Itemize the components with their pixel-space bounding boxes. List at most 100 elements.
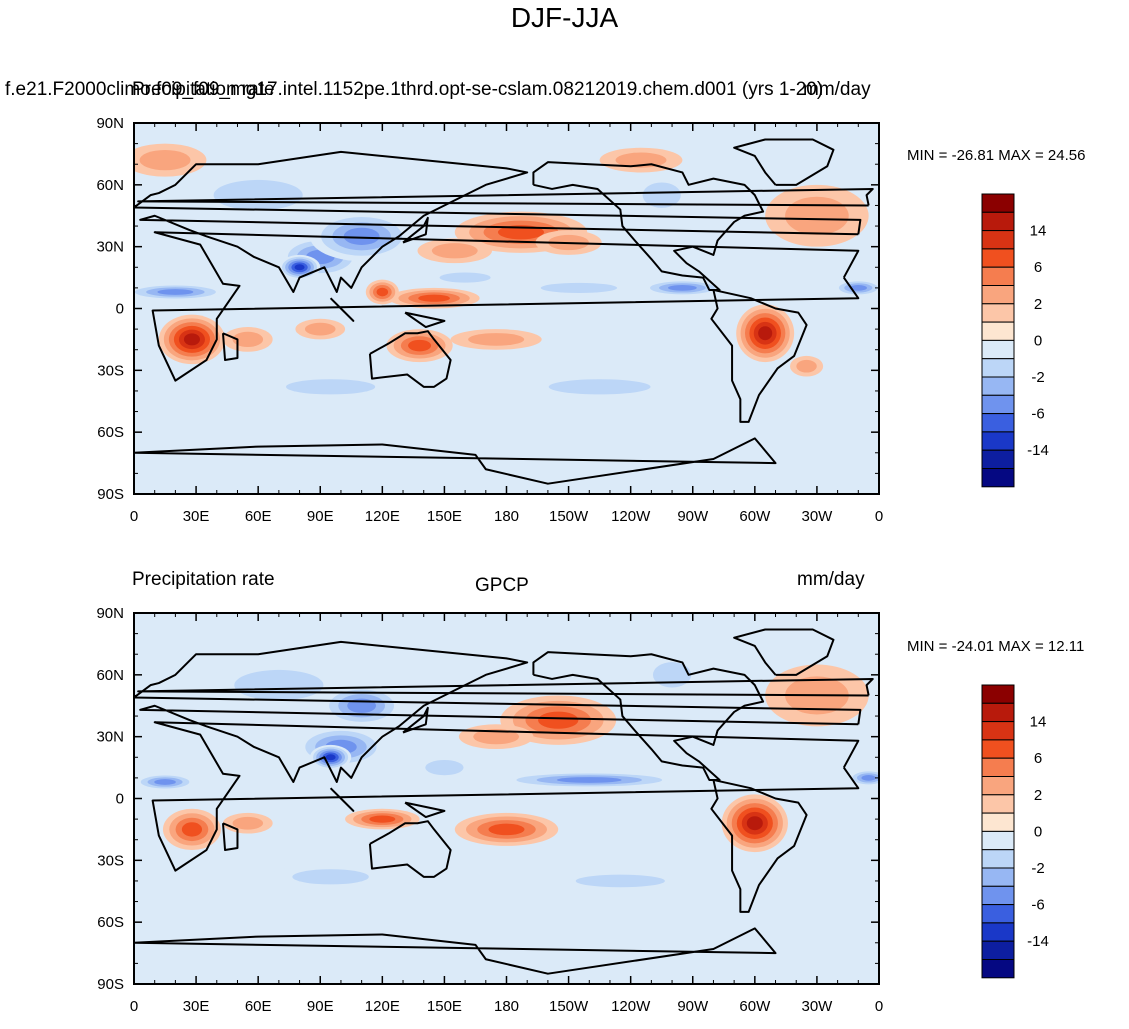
y-tick-label: 60S (97, 424, 124, 441)
colorbar-box (981, 193, 1015, 213)
panel-left-label: Precipitation rate (132, 569, 275, 590)
field-region (861, 775, 876, 781)
field-region (548, 379, 651, 395)
min-max-label: MIN = -26.81 MAX = 24.56 (907, 147, 1086, 164)
field-region (796, 359, 817, 373)
colorbar-box (981, 830, 1015, 851)
colorbar: 14 6 2 0 -2 -6 -14 (981, 193, 1049, 488)
x-tick-label: 60E (245, 998, 272, 1015)
colorbar-box (981, 248, 1015, 268)
colorbar-box (981, 794, 1015, 814)
x-tick-label: 150W (549, 508, 589, 525)
colorbar-label: -6 (1031, 897, 1044, 914)
colorbar-box (981, 468, 1015, 488)
panel-right-label: mm/day (803, 79, 871, 100)
field-region (292, 869, 369, 885)
colorbar-box (981, 959, 1015, 979)
coastline (134, 927, 777, 975)
colorbar-label: 0 (1034, 332, 1042, 349)
y-tick-label: 30S (97, 852, 124, 869)
colorbar-box (981, 449, 1015, 470)
colorbar-label: 6 (1034, 259, 1042, 276)
panel-left-label: f.e21.F2000climo.f09_f09_mg17.intel.1152… (5, 79, 824, 100)
field-region (418, 294, 450, 302)
colorbar-label: 14 (1030, 714, 1047, 731)
x-tick-label: 0 (130, 998, 138, 1015)
coastline (134, 640, 862, 784)
field-region (408, 339, 432, 352)
colorbar-box (981, 211, 1015, 232)
colorbar: 14 6 2 0 -2 -6 -14 (981, 684, 1049, 979)
x-tick-label: 120W (611, 508, 651, 525)
colorbar-box (981, 904, 1015, 924)
field-region (213, 179, 303, 211)
colorbar-label: -2 (1031, 369, 1044, 386)
field-region (343, 227, 380, 245)
x-tick-label: 150W (549, 998, 589, 1015)
colorbar-box (981, 922, 1015, 942)
field-region (575, 874, 665, 888)
y-tick-label: 60N (96, 177, 124, 194)
x-tick-label: 60W (739, 998, 771, 1015)
y-tick-label: 30S (97, 362, 124, 379)
colorbar-box (981, 358, 1015, 378)
coastline (221, 822, 239, 852)
colorbar-label: -6 (1031, 406, 1044, 423)
y-tick-label: 90S (97, 486, 124, 503)
field-region (746, 816, 763, 831)
coastline (532, 161, 765, 291)
field-region (473, 729, 520, 745)
panel-right-label: mm/day (797, 569, 865, 590)
field-region (425, 759, 464, 776)
colorbar-box (981, 867, 1015, 887)
colorbar-box (981, 721, 1015, 741)
field-region (183, 333, 200, 346)
field-region (286, 379, 376, 395)
field-region (294, 264, 305, 271)
coastline (134, 150, 862, 294)
colorbar-box (981, 849, 1015, 869)
coastline (733, 138, 835, 186)
y-tick-label: 90S (97, 976, 124, 993)
x-tick-label: 150E (427, 508, 462, 525)
y-tick-label: 90N (96, 115, 124, 132)
field-region (325, 754, 336, 761)
colorbar-box (981, 940, 1015, 961)
field-region (556, 777, 622, 783)
x-tick-label: 0 (130, 508, 138, 525)
min-max-label: MIN = -24.01 MAX = 12.11 (907, 638, 1085, 655)
field-region (232, 331, 264, 348)
x-tick-label: 30E (183, 998, 210, 1015)
colorbar-box (981, 394, 1015, 415)
colorbar-box (981, 266, 1015, 287)
coastline (404, 801, 446, 819)
colorbar-box (981, 303, 1015, 323)
y-tick-label: 30N (96, 239, 124, 256)
field-region (668, 285, 697, 291)
x-tick-label: 120E (365, 998, 400, 1015)
coastline (137, 187, 874, 207)
coastline (404, 311, 446, 329)
colorbar-label: -14 (1027, 442, 1049, 459)
y-tick-label: 30N (96, 729, 124, 746)
colorbar-label: -14 (1027, 933, 1049, 950)
field-region (652, 662, 692, 688)
coastline (329, 787, 355, 812)
field-region (785, 196, 849, 235)
colorbar-box (981, 285, 1015, 305)
y-tick-label: 0 (116, 791, 124, 808)
colorbar-label: 0 (1034, 823, 1042, 840)
field-region (232, 816, 264, 830)
x-tick-label: 180 (494, 508, 519, 525)
colorbar-box (981, 757, 1015, 778)
field-region (157, 289, 194, 295)
x-tick-label: 90W (677, 508, 709, 525)
field-region (468, 333, 525, 346)
x-tick-label: 30W (801, 998, 833, 1015)
coastline (402, 216, 429, 244)
map-plot: 0 30E 60E 90E 120E 150E 180 150W 120W 90W 60W 30W 09… (96, 605, 883, 1015)
colorbar-box (981, 339, 1015, 360)
coastline (221, 332, 239, 362)
field-region (431, 243, 478, 259)
